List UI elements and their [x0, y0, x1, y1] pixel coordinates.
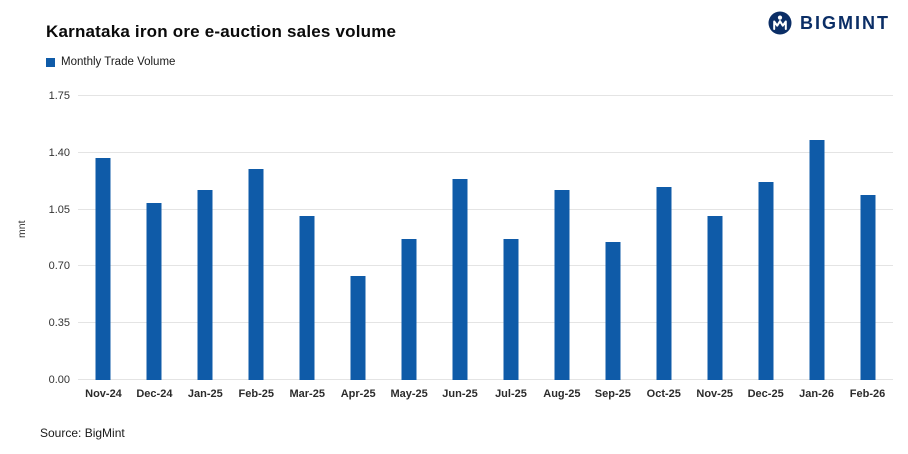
gridline	[78, 151, 893, 153]
x-tick-label-feb-26: Feb-26	[849, 388, 886, 400]
bar-aug-25	[554, 190, 570, 380]
bigmint-logo-icon	[767, 10, 793, 36]
bar-slot	[791, 96, 842, 380]
bar-feb-25	[248, 169, 264, 380]
plot-area	[78, 95, 893, 380]
y-tick-label: 1.05	[48, 203, 70, 216]
bar-slot	[842, 96, 893, 380]
gridline	[78, 265, 893, 267]
bigmint-logo: BIGMINT	[767, 10, 890, 36]
source-note: Source: BigMint	[40, 426, 125, 440]
x-tick-label-aug-25: Aug-25	[543, 388, 581, 400]
y-tick-label: 0.35	[48, 317, 70, 330]
x-tick-label-jun-25: Jun-25	[442, 388, 478, 400]
bar-slot	[536, 96, 587, 380]
chart-title: Karnataka iron ore e-auction sales volum…	[46, 22, 397, 41]
legend-swatch-monthly-trade-volume	[46, 57, 55, 67]
y-tick-label: 1.75	[48, 90, 70, 102]
bar-slot	[180, 96, 231, 380]
chart-legend: Monthly Trade Volume	[46, 56, 175, 68]
bar-slot	[231, 96, 282, 380]
x-tick-label-dec-25: Dec-25	[747, 388, 784, 400]
bar-jan-26	[809, 139, 825, 380]
bar-slot	[689, 96, 740, 380]
bar-slot	[486, 96, 537, 380]
gridline	[78, 379, 893, 380]
bar-series-monthly-trade-volume	[78, 96, 893, 380]
bar-slot	[740, 96, 791, 380]
bar-dec-25	[758, 182, 774, 380]
bar-jan-25	[197, 190, 213, 380]
bar-slot	[333, 96, 384, 380]
gridline	[78, 208, 893, 210]
bar-nov-24	[95, 157, 111, 380]
x-tick-label-apr-25: Apr-25	[340, 388, 376, 400]
bar-slot	[282, 96, 333, 380]
bar-nov-25	[707, 216, 723, 380]
x-tick-label-jan-25: Jan-25	[187, 388, 223, 400]
y-tick-label: 0.00	[48, 374, 70, 386]
bar-slot	[587, 96, 638, 380]
bar-dec-24	[146, 203, 162, 380]
y-axis-label: mnt	[16, 220, 28, 238]
x-tick-label-mar-25: Mar-25	[289, 388, 325, 400]
bigmint-logo-text: BIGMINT	[800, 12, 890, 33]
gridline	[78, 322, 893, 324]
y-tick-label: 1.40	[48, 146, 70, 159]
bar-slot	[435, 96, 486, 380]
x-tick-label-sep-25: Sep-25	[594, 388, 631, 400]
bar-slot	[384, 96, 435, 380]
legend-label-monthly-trade-volume: Monthly Trade Volume	[61, 56, 176, 68]
bar-slot	[78, 96, 129, 380]
x-tick-label-jan-26: Jan-26	[799, 388, 835, 400]
bar-may-25	[401, 238, 417, 380]
x-tick-label-jul-25: Jul-25	[495, 388, 527, 400]
bar-sep-25	[605, 242, 621, 380]
bar-jun-25	[452, 178, 468, 380]
bar-feb-26	[860, 195, 876, 380]
bar-mar-25	[299, 216, 315, 380]
x-tick-label-nov-24: Nov-24	[85, 388, 122, 400]
bar-slot	[638, 96, 689, 380]
bar-apr-25	[350, 276, 366, 380]
bar-jul-25	[503, 238, 519, 380]
x-tick-label-may-25: May-25	[390, 388, 428, 400]
x-tick-label-nov-25: Nov-25	[696, 388, 734, 400]
bar-slot	[129, 96, 180, 380]
y-tick-label: 0.70	[48, 260, 70, 273]
gridline	[78, 95, 893, 96]
x-tick-label-oct-25: Oct-25	[646, 388, 681, 400]
bar-oct-25	[656, 186, 672, 380]
x-axis-labels: Nov-24 Dec-24 Jan-25 Feb-25 Mar-25 Apr-25 May-…	[78, 388, 893, 400]
x-tick-label-feb-25: Feb-25	[238, 388, 275, 400]
x-tick-label-dec-24: Dec-24	[136, 388, 173, 400]
